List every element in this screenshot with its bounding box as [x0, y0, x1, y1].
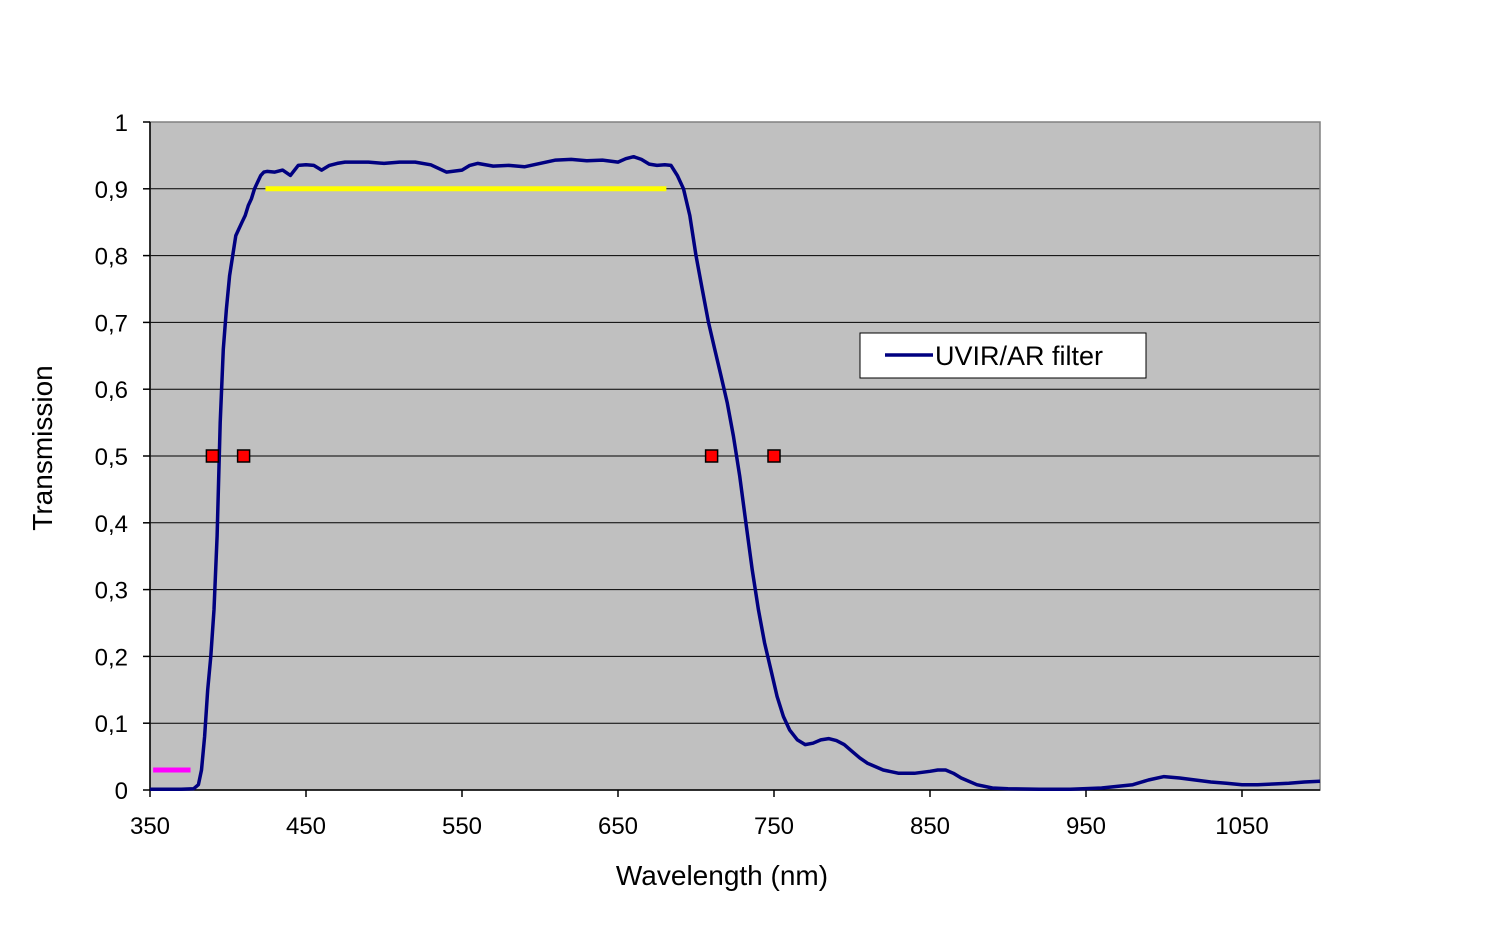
x-tick-label-0: 350	[130, 813, 170, 840]
y-tick-label-2: 0,2	[95, 644, 128, 671]
y-tick-label-10: 1	[115, 110, 128, 137]
x-tick-label-3: 650	[598, 813, 638, 840]
legend: UVIR/AR filter	[859, 332, 1147, 379]
y-tick-label-4: 0,4	[95, 511, 128, 538]
y-tick-label-0: 0	[115, 778, 128, 805]
y-tick-label-9: 0,9	[95, 177, 128, 204]
y-axis-title: Transmission	[27, 365, 58, 530]
y-tick-label-5: 0,5	[95, 444, 128, 471]
legend-label-uvir-ar-filter: UVIR/AR filter	[935, 341, 1103, 371]
marker-point-3	[767, 449, 781, 463]
y-tick-label-8: 0,8	[95, 244, 128, 271]
series-line-uvir-ar-filter	[150, 154, 1321, 792]
y-tick-label-7: 0,7	[95, 310, 128, 337]
x-axis-title: Wavelength (nm)	[616, 860, 828, 891]
x-tick-label-2: 550	[442, 813, 482, 840]
x-tick-label-4: 750	[754, 813, 794, 840]
y-tick-label-1: 0,1	[95, 711, 128, 738]
y-tick-label-6: 0,6	[95, 377, 128, 404]
series-layer	[150, 154, 1321, 792]
y-tick-label-3: 0,3	[95, 578, 128, 605]
x-tick-label-6: 950	[1066, 813, 1106, 840]
x-tick-label-7: 1050	[1215, 813, 1268, 840]
x-tick-label-5: 850	[910, 813, 950, 840]
marker-point-2	[704, 449, 719, 463]
annotation-layer	[153, 186, 781, 773]
x-tick-label-1: 450	[286, 813, 326, 840]
marker-point-0	[205, 449, 220, 463]
marker-point-1	[236, 449, 251, 463]
tick-labels: 0 0,1 0,2 0,3 0,4 0,5 0,6 0,7 0,8 0,9 1 350 450 550 65…	[95, 110, 1269, 840]
